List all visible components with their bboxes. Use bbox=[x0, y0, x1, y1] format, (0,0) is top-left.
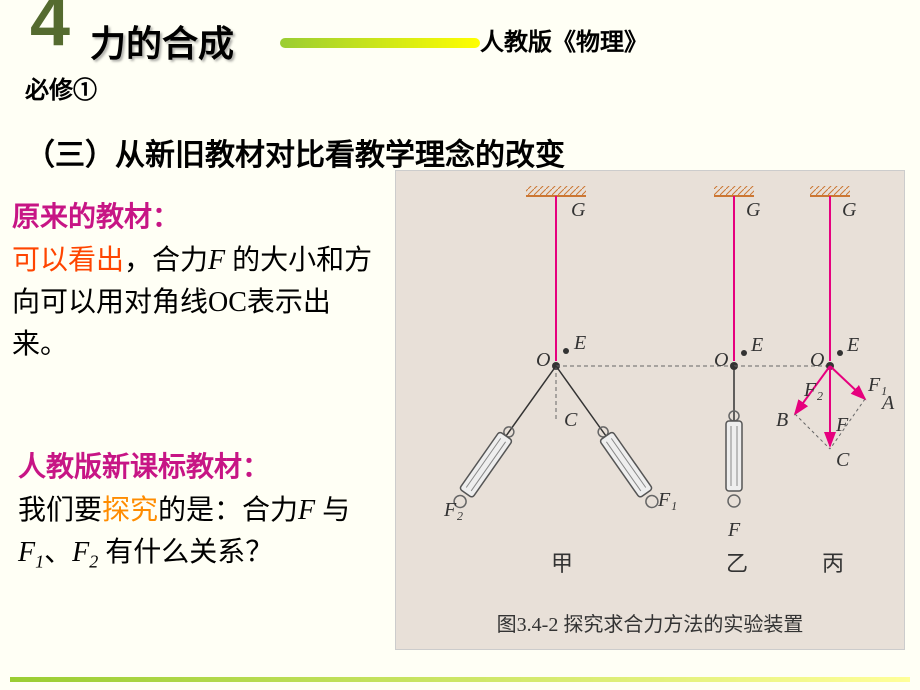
text-segment: 有什么关系？ bbox=[98, 537, 273, 568]
source-text: 人教版《物理》 bbox=[480, 22, 648, 57]
label-yi: 乙 bbox=[726, 551, 748, 576]
label-F1: F₁ bbox=[657, 489, 677, 511]
old-textbook-block: 原来的教材： 可以看出，合力F 的大小和方向可以用对角线OC表示出来。 bbox=[12, 195, 382, 366]
subscript-2: 2 bbox=[89, 552, 98, 572]
source-text-cont: 必修① bbox=[25, 70, 97, 105]
text-segment: 与 bbox=[315, 495, 350, 526]
label-C: C bbox=[564, 409, 578, 431]
label-O: O bbox=[714, 349, 728, 371]
label-C-bing: C bbox=[836, 449, 850, 471]
figure-caption: 图3.4-2 探究求合力方法的实验装置 bbox=[396, 608, 904, 637]
figure-container: G E O C F₂ bbox=[395, 170, 905, 650]
old-textbook-title: 原来的教材： bbox=[12, 195, 382, 235]
highlight-text: 探究 bbox=[102, 495, 158, 526]
new-textbook-title: 人教版新课标教材： bbox=[18, 445, 388, 485]
text-segment: ，合力 bbox=[124, 245, 208, 276]
label-O: O bbox=[536, 349, 550, 371]
label-F2-arrow: F₂ bbox=[803, 379, 823, 401]
page-title: 力的合成 bbox=[90, 15, 234, 67]
label-E: E bbox=[846, 334, 859, 356]
label-F2: F₂ bbox=[443, 499, 463, 521]
label-F: F bbox=[727, 519, 741, 541]
label-bing: 丙 bbox=[822, 551, 844, 576]
new-textbook-block: 人教版新课标教材： 我们要探究的是：合力F 与F1、F2 有什么关系？ bbox=[18, 445, 388, 576]
label-G: G bbox=[842, 199, 857, 221]
variable-F2: F bbox=[72, 537, 89, 568]
text-segment: 、 bbox=[44, 537, 72, 568]
label-E: E bbox=[750, 334, 763, 356]
bottom-decorative-bar bbox=[10, 677, 910, 682]
decorative-bar bbox=[280, 38, 480, 48]
label-jia: 甲 bbox=[551, 551, 573, 576]
label-E: E bbox=[573, 332, 586, 354]
variable-F: F bbox=[298, 495, 315, 526]
label-G: G bbox=[746, 199, 761, 221]
label-B: B bbox=[776, 409, 788, 431]
diagram-bing: G E O F₁ A F₂ B F C 丙 bbox=[776, 186, 895, 576]
variable-F: F bbox=[208, 245, 225, 276]
highlight-text: 可以看出 bbox=[12, 245, 124, 276]
variable-F1: F bbox=[18, 537, 35, 568]
label-G: G bbox=[571, 199, 586, 221]
text-segment: 的是：合力 bbox=[158, 495, 298, 526]
diagram-jia: G E O C F₂ bbox=[443, 186, 734, 576]
subscript-1: 1 bbox=[35, 552, 44, 572]
label-O: O bbox=[810, 349, 824, 371]
old-textbook-content: 可以看出，合力F 的大小和方向可以用对角线OC表示出来。 bbox=[12, 240, 382, 366]
new-textbook-content: 我们要探究的是：合力F 与F1、F2 有什么关系？ bbox=[18, 490, 388, 576]
chapter-number: 4 bbox=[30, 0, 70, 62]
text-segment: 我们要 bbox=[18, 495, 102, 526]
label-A: A bbox=[880, 392, 895, 414]
section-title: （三）从新旧教材对比看教学理念的改变 bbox=[25, 130, 565, 174]
physics-diagram: G E O C F₂ bbox=[396, 171, 906, 611]
